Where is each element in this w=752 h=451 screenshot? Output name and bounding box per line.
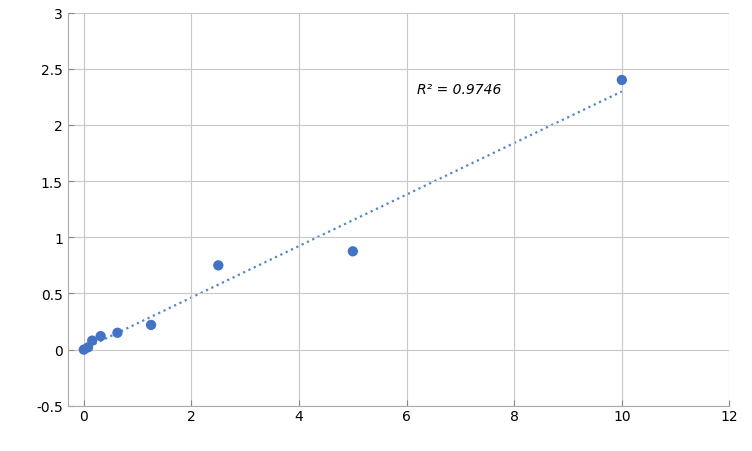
Point [82,344,94,351]
Point [77,346,89,354]
Point [212,262,224,269]
Text: R² = 0.9746: R² = 0.9746 [417,83,502,97]
Point [145,322,157,329]
Point [111,329,123,336]
Point [347,248,359,255]
Point [616,77,628,84]
Point [86,337,99,345]
Point [95,333,107,340]
